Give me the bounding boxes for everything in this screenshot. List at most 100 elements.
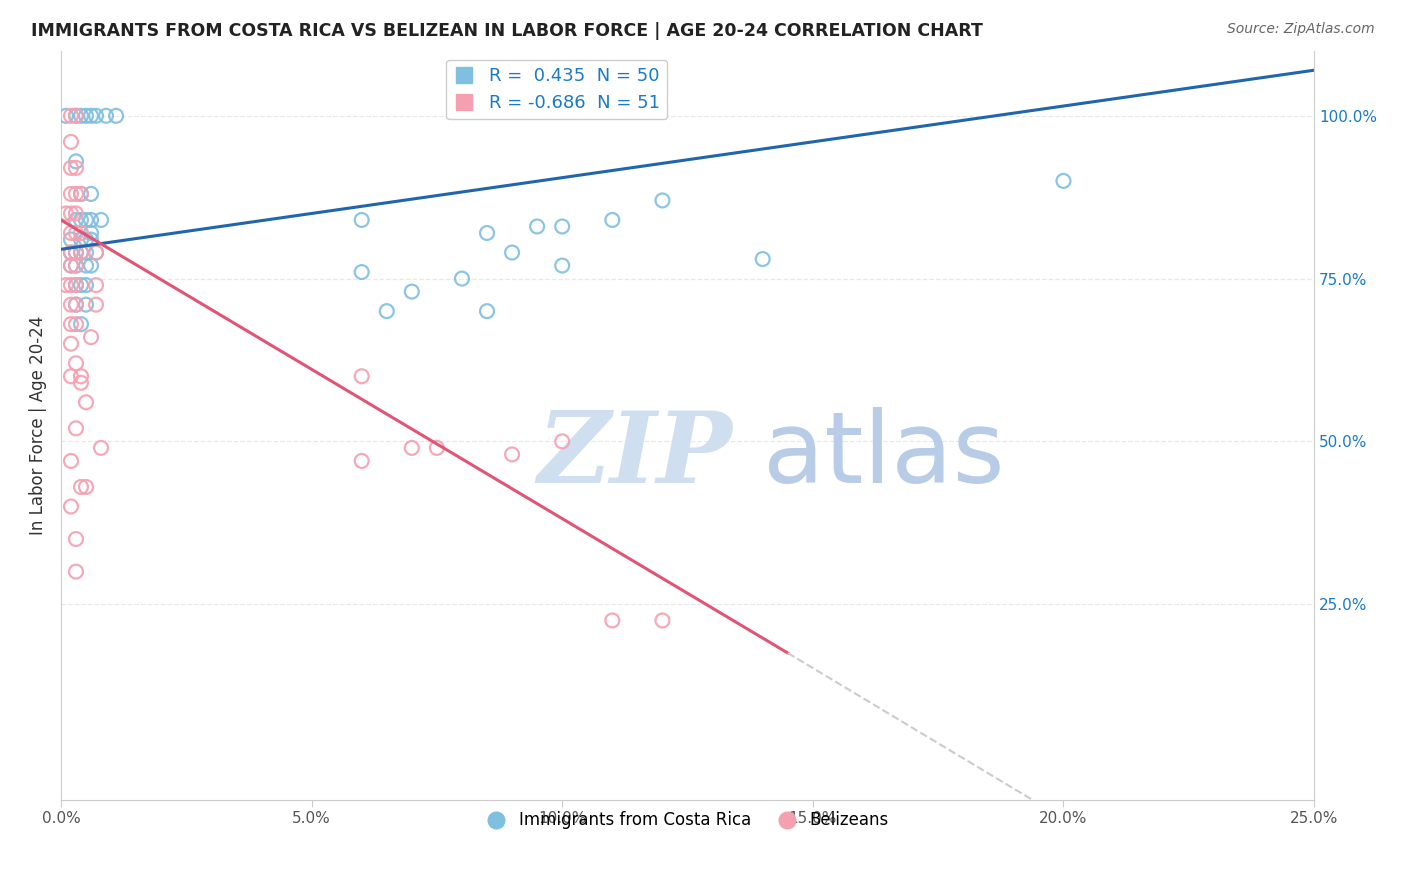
Point [65,356,87,370]
Point [80,233,103,247]
Point [70,376,93,390]
Point [401,441,423,455]
Point [375,304,398,318]
Point [84,298,107,312]
Point [551,259,574,273]
Point [70,186,93,201]
Point [1052,174,1074,188]
Point [602,614,624,628]
Text: ZIP: ZIP [537,407,733,503]
Point [75,278,97,293]
Point [65,532,87,546]
Point [65,298,87,312]
Point [80,109,103,123]
Point [59,298,82,312]
Point [451,271,474,285]
Point [65,161,87,175]
Point [501,245,523,260]
Point [70,480,93,494]
Point [55,206,77,220]
Point [59,226,82,240]
Point [84,245,107,260]
Text: IMMIGRANTS FROM COSTA RICA VS BELIZEAN IN LABOR FORCE | AGE 20-24 CORRELATION CH: IMMIGRANTS FROM COSTA RICA VS BELIZEAN I… [31,22,983,40]
Legend: Immigrants from Costa Rica, Belizeans: Immigrants from Costa Rica, Belizeans [479,805,896,836]
Point [80,330,103,344]
Point [59,369,82,384]
Point [65,259,87,273]
Point [59,161,82,175]
Point [65,206,87,220]
Point [501,447,523,461]
Point [59,259,82,273]
Point [59,233,82,247]
Point [70,233,93,247]
Point [59,135,82,149]
Point [70,278,93,293]
Point [75,395,97,409]
Point [59,186,82,201]
Point [65,213,87,227]
Point [526,219,548,234]
Point [90,441,112,455]
Point [651,614,673,628]
Point [59,259,82,273]
Point [65,245,87,260]
Point [59,109,82,123]
Point [80,259,103,273]
Text: Source: ZipAtlas.com: Source: ZipAtlas.com [1227,22,1375,37]
Point [551,219,574,234]
Point [70,226,93,240]
Point [59,245,82,260]
Point [84,278,107,293]
Point [751,252,773,266]
Point [65,565,87,579]
Point [59,317,82,331]
Point [59,500,82,514]
Point [94,109,117,123]
Point [70,245,93,260]
Text: atlas: atlas [762,407,1004,504]
Point [65,421,87,435]
Point [59,454,82,468]
Point [59,206,82,220]
Point [475,304,498,318]
Point [65,109,87,123]
Point [80,226,103,240]
Point [75,109,97,123]
Point [65,245,87,260]
Point [55,278,77,293]
Point [80,186,103,201]
Point [70,245,93,260]
Point [65,278,87,293]
Point [84,109,107,123]
Point [65,226,87,240]
Point [75,480,97,494]
Point [59,336,82,351]
Point [350,213,373,227]
Point [350,369,373,384]
Point [84,245,107,260]
Point [70,369,93,384]
Point [65,186,87,201]
Point [551,434,574,449]
Point [401,285,423,299]
Point [65,298,87,312]
Point [65,154,87,169]
Point [70,213,93,227]
Point [75,245,97,260]
Point [65,109,87,123]
Y-axis label: In Labor Force | Age 20-24: In Labor Force | Age 20-24 [30,316,46,534]
Point [651,194,673,208]
Point [75,233,97,247]
Point [65,317,87,331]
Point [75,259,97,273]
Point [426,441,449,455]
Point [90,213,112,227]
Point [105,109,128,123]
Point [75,213,97,227]
Point [75,298,97,312]
Point [65,259,87,273]
Point [59,245,82,260]
Point [475,226,498,240]
Point [70,186,93,201]
